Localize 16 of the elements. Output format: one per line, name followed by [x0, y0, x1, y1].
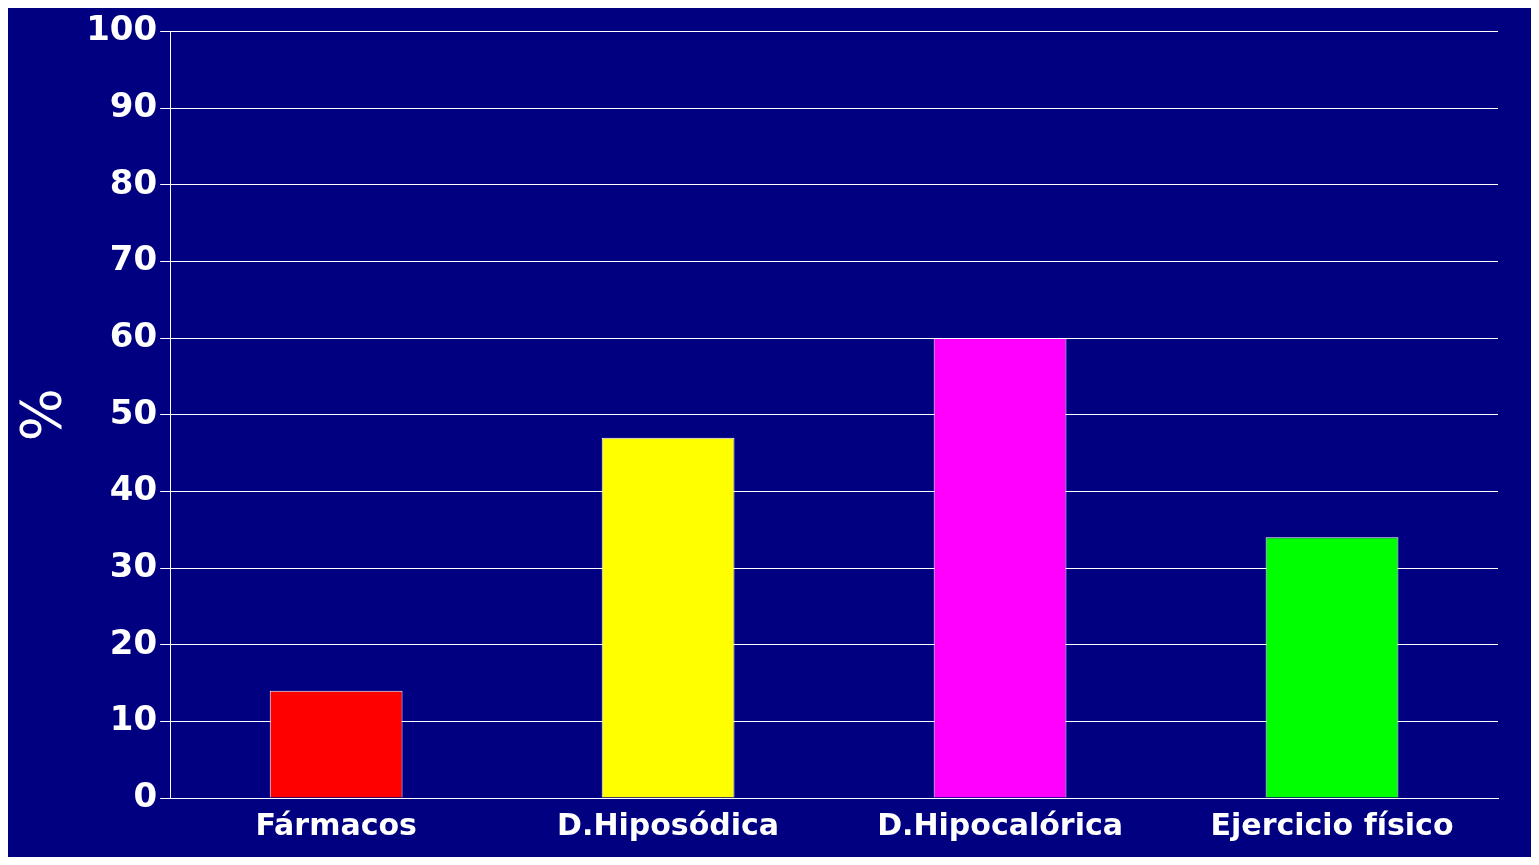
- y-axis-title: %: [8, 388, 74, 442]
- y-tick-label: 60: [109, 314, 158, 355]
- x-tick-label: D.Hiposódica: [557, 806, 780, 842]
- y-tick-label: 40: [109, 468, 158, 509]
- y-tick-label: 20: [109, 621, 158, 662]
- y-tick-label: 50: [109, 391, 158, 432]
- x-tick-label: Ejercicio físico: [1210, 806, 1454, 842]
- y-tick-label: 0: [133, 774, 158, 815]
- y-tick-label: 30: [109, 544, 158, 585]
- y-tick-label: 80: [109, 161, 158, 202]
- y-tick-label: 90: [109, 84, 158, 125]
- x-tick-label: Fármacos: [255, 806, 417, 842]
- y-tick-label: 100: [86, 8, 158, 49]
- x-tick-label: D.Hipocalórica: [877, 806, 1123, 842]
- y-tick-label: 10: [109, 698, 158, 739]
- y-tick-label: 70: [109, 238, 158, 279]
